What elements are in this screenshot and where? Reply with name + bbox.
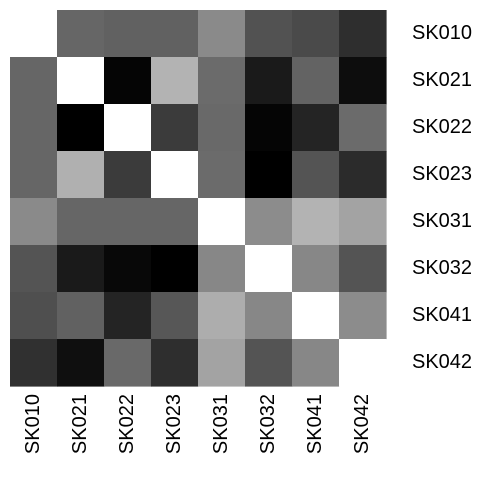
- row-label-SK042: SK042: [412, 351, 472, 373]
- heatmap-cell-SK022-SK032: [245, 104, 293, 152]
- heatmap-cell-SK041-SK022: [104, 292, 152, 340]
- row-label-SK010: SK010: [412, 22, 472, 44]
- heatmap-cell-SK031-SK022: [104, 198, 152, 246]
- heatmap-cell-SK010-SK023: [151, 10, 199, 58]
- row-label-SK041: SK041: [412, 304, 472, 326]
- heatmap-cell-SK022-SK010: [10, 104, 58, 152]
- heatmap-cell-SK022-SK042: [339, 104, 387, 152]
- heatmap-cell-SK032-SK041: [292, 245, 340, 293]
- heatmap-cell-SK041-SK041: [292, 292, 340, 340]
- heatmap-cell-SK021-SK041: [292, 57, 340, 105]
- column-label-SK032: SK032: [257, 394, 279, 454]
- heatmap-cell-SK021-SK021: [57, 57, 105, 105]
- heatmap-cell-SK042-SK032: [245, 339, 293, 387]
- heatmap-cell-SK032-SK032: [245, 245, 293, 293]
- heatmap-cell-SK041-SK010: [10, 292, 58, 340]
- heatmap-cell-SK042-SK010: [10, 339, 58, 387]
- heatmap-cell-SK042-SK022: [104, 339, 152, 387]
- heatmap-cell-SK023-SK022: [104, 151, 152, 199]
- heatmap-cell-SK021-SK032: [245, 57, 293, 105]
- heatmap-cell-SK022-SK022: [104, 104, 152, 152]
- heatmap-cell-SK023-SK031: [198, 151, 246, 199]
- heatmap-cell-SK031-SK041: [292, 198, 340, 246]
- heatmap-cell-SK021-SK031: [198, 57, 246, 105]
- heatmap-cell-SK010-SK021: [57, 10, 105, 58]
- column-labels: SK010 SK021 SK022 SK023 SK031 SK032 SK041 SK042: [22, 394, 373, 454]
- heatmap-cell-SK041-SK031: [198, 292, 246, 340]
- heatmap-cell-SK042-SK041: [292, 339, 340, 387]
- heatmap-cell-SK023-SK023: [151, 151, 199, 199]
- heatmap-cell-SK022-SK031: [198, 104, 246, 152]
- heatmap-cell-SK041-SK032: [245, 292, 293, 340]
- heatmap-cell-SK023-SK042: [339, 151, 387, 199]
- heatmap-cell-SK031-SK031: [198, 198, 246, 246]
- heatmap-cell-SK022-SK023: [151, 104, 199, 152]
- heatmap-cell-SK032-SK010: [10, 245, 58, 293]
- heatmap-cell-SK031-SK042: [339, 198, 387, 246]
- heatmap-cell-SK042-SK042: [339, 339, 387, 387]
- heatmap-cell-SK032-SK023: [151, 245, 199, 293]
- column-label-SK023: SK023: [163, 394, 185, 454]
- row-label-SK023: SK023: [412, 163, 472, 185]
- heatmap-cell-SK031-SK021: [57, 198, 105, 246]
- heatmap-cell-SK032-SK022: [104, 245, 152, 293]
- heatmap-cell-SK032-SK031: [198, 245, 246, 293]
- heatmap-cell-SK042-SK023: [151, 339, 199, 387]
- row-label-SK022: SK022: [412, 116, 472, 138]
- heatmap-cell-SK031-SK010: [10, 198, 58, 246]
- heatmap-cell-SK032-SK042: [339, 245, 387, 293]
- heatmap-cell-SK010-SK022: [104, 10, 152, 58]
- column-label-SK042: SK042: [351, 394, 373, 454]
- heatmap-cell-SK022-SK041: [292, 104, 340, 152]
- column-label-SK041: SK041: [304, 394, 326, 454]
- heatmap-cells: [10, 10, 387, 387]
- heatmap-cell-SK010-SK031: [198, 10, 246, 58]
- row-labels: SK010 SK021 SK022 SK023 SK031 SK032 SK041 SK042: [412, 22, 472, 373]
- column-label-SK022: SK022: [116, 394, 138, 454]
- heatmap-cell-SK021-SK010: [10, 57, 58, 105]
- row-label-SK032: SK032: [412, 257, 472, 279]
- row-label-SK031: SK031: [412, 210, 472, 232]
- heatmap-cell-SK022-SK021: [57, 104, 105, 152]
- heatmap-cell-SK010-SK010: [10, 10, 58, 58]
- column-label-SK010: SK010: [22, 394, 44, 454]
- heatmap-cell-SK010-SK042: [339, 10, 387, 58]
- heatmap-cell-SK031-SK023: [151, 198, 199, 246]
- heatmap-cell-SK042-SK021: [57, 339, 105, 387]
- heatmap-cell-SK041-SK042: [339, 292, 387, 340]
- heatmap-cell-SK021-SK023: [151, 57, 199, 105]
- heatmap-cell-SK023-SK041: [292, 151, 340, 199]
- heatmap-cell-SK021-SK022: [104, 57, 152, 105]
- heatmap-cell-SK031-SK032: [245, 198, 293, 246]
- column-label-SK031: SK031: [210, 394, 232, 454]
- heatmap-cell-SK023-SK032: [245, 151, 293, 199]
- heatmap-cell-SK010-SK032: [245, 10, 293, 58]
- heatmap-cell-SK041-SK021: [57, 292, 105, 340]
- heatmap-cell-SK023-SK021: [57, 151, 105, 199]
- heatmap-cell-SK041-SK023: [151, 292, 199, 340]
- heatmap-cell-SK032-SK021: [57, 245, 105, 293]
- column-label-SK021: SK021: [69, 394, 91, 454]
- heatmap-cell-SK021-SK042: [339, 57, 387, 105]
- row-label-SK021: SK021: [412, 69, 472, 91]
- heatmap-cell-SK023-SK010: [10, 151, 58, 199]
- heatmap-cell-SK042-SK031: [198, 339, 246, 387]
- heatmap-cell-SK010-SK041: [292, 10, 340, 58]
